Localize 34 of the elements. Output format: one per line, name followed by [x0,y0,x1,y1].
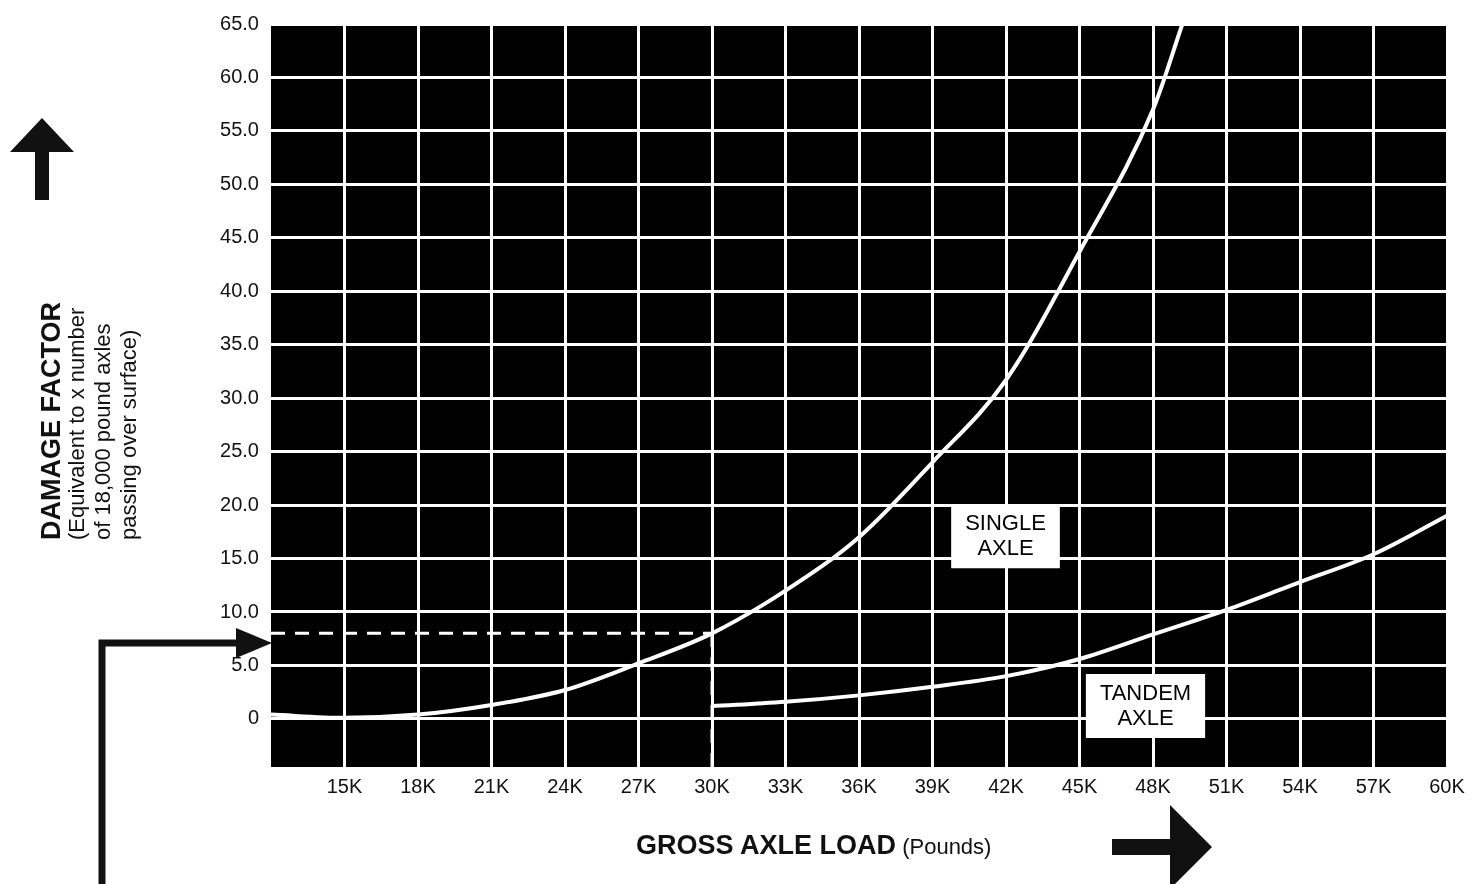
x-tick-label: 51K [1208,774,1245,797]
x-tick-label: 60K [1429,774,1466,797]
x-tick-label: 30K [694,774,731,797]
y-tick-label: 30.0 [220,385,259,408]
y-tick-label: 50.0 [220,171,259,194]
y-tick-label: 15.0 [220,546,259,569]
text: SINGLE AXLE [965,509,1046,560]
x-tick-label: 27K [620,774,657,797]
y-tick-label: 10.0 [220,599,259,622]
y-tick-label: 5.0 [231,652,259,675]
x-tick-label: 45K [1061,774,1098,797]
x-tick-label: 42K [988,774,1025,797]
x-axis-title: GROSS AXLE LOAD (Pounds) [636,830,992,860]
x-tick-label: 24K [547,774,584,797]
x-tick-label: 18K [400,774,437,797]
x-tick-label: 15K [326,774,363,797]
y-tick-label: 0 [247,706,259,729]
x-tick-label: 48K [1135,774,1172,797]
y-axis-title: DAMAGE FACTOR (Equivalent to x number of 18,000 pound axles passing over surface) [36,301,142,540]
x-tick-label: 57K [1355,774,1392,797]
x-tick-label: 54K [1282,774,1319,797]
x-tick-label: 33K [767,774,804,797]
y-tick-label: 45.0 [220,225,259,248]
y-tick-label: 40.0 [220,278,259,301]
series-label: TANDEM AXLE [1099,679,1192,730]
y-tick-label: 55.0 [220,118,259,141]
x-tick-label: 39K [914,774,951,797]
x-tick-label: 21K [473,774,510,797]
y-tick-label: 20.0 [220,492,259,515]
x-tick-label: 36K [841,774,878,797]
y-tick-label: 25.0 [220,439,259,462]
y-tick-label: 65.0 [220,11,259,34]
y-tick-label: 35.0 [220,332,259,355]
y-tick-label: 60.0 [220,64,259,87]
